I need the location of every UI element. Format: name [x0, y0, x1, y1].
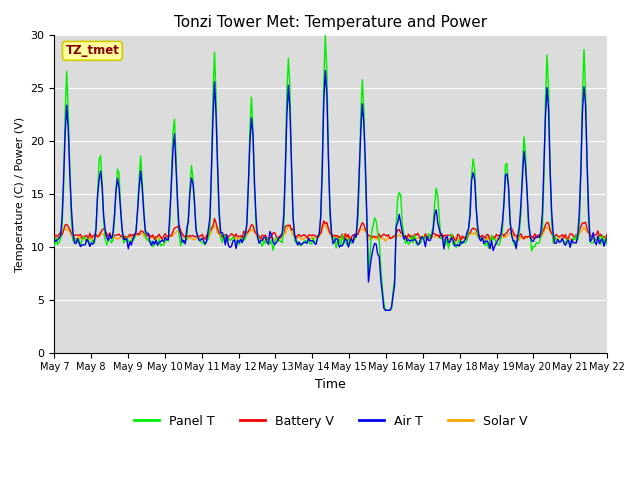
Title: Tonzi Tower Met: Temperature and Power: Tonzi Tower Met: Temperature and Power — [174, 15, 487, 30]
X-axis label: Time: Time — [316, 378, 346, 391]
Legend: Panel T, Battery V, Air T, Solar V: Panel T, Battery V, Air T, Solar V — [129, 409, 532, 432]
Y-axis label: Temperature (C) / Power (V): Temperature (C) / Power (V) — [15, 117, 25, 272]
Text: TZ_tmet: TZ_tmet — [65, 44, 119, 58]
